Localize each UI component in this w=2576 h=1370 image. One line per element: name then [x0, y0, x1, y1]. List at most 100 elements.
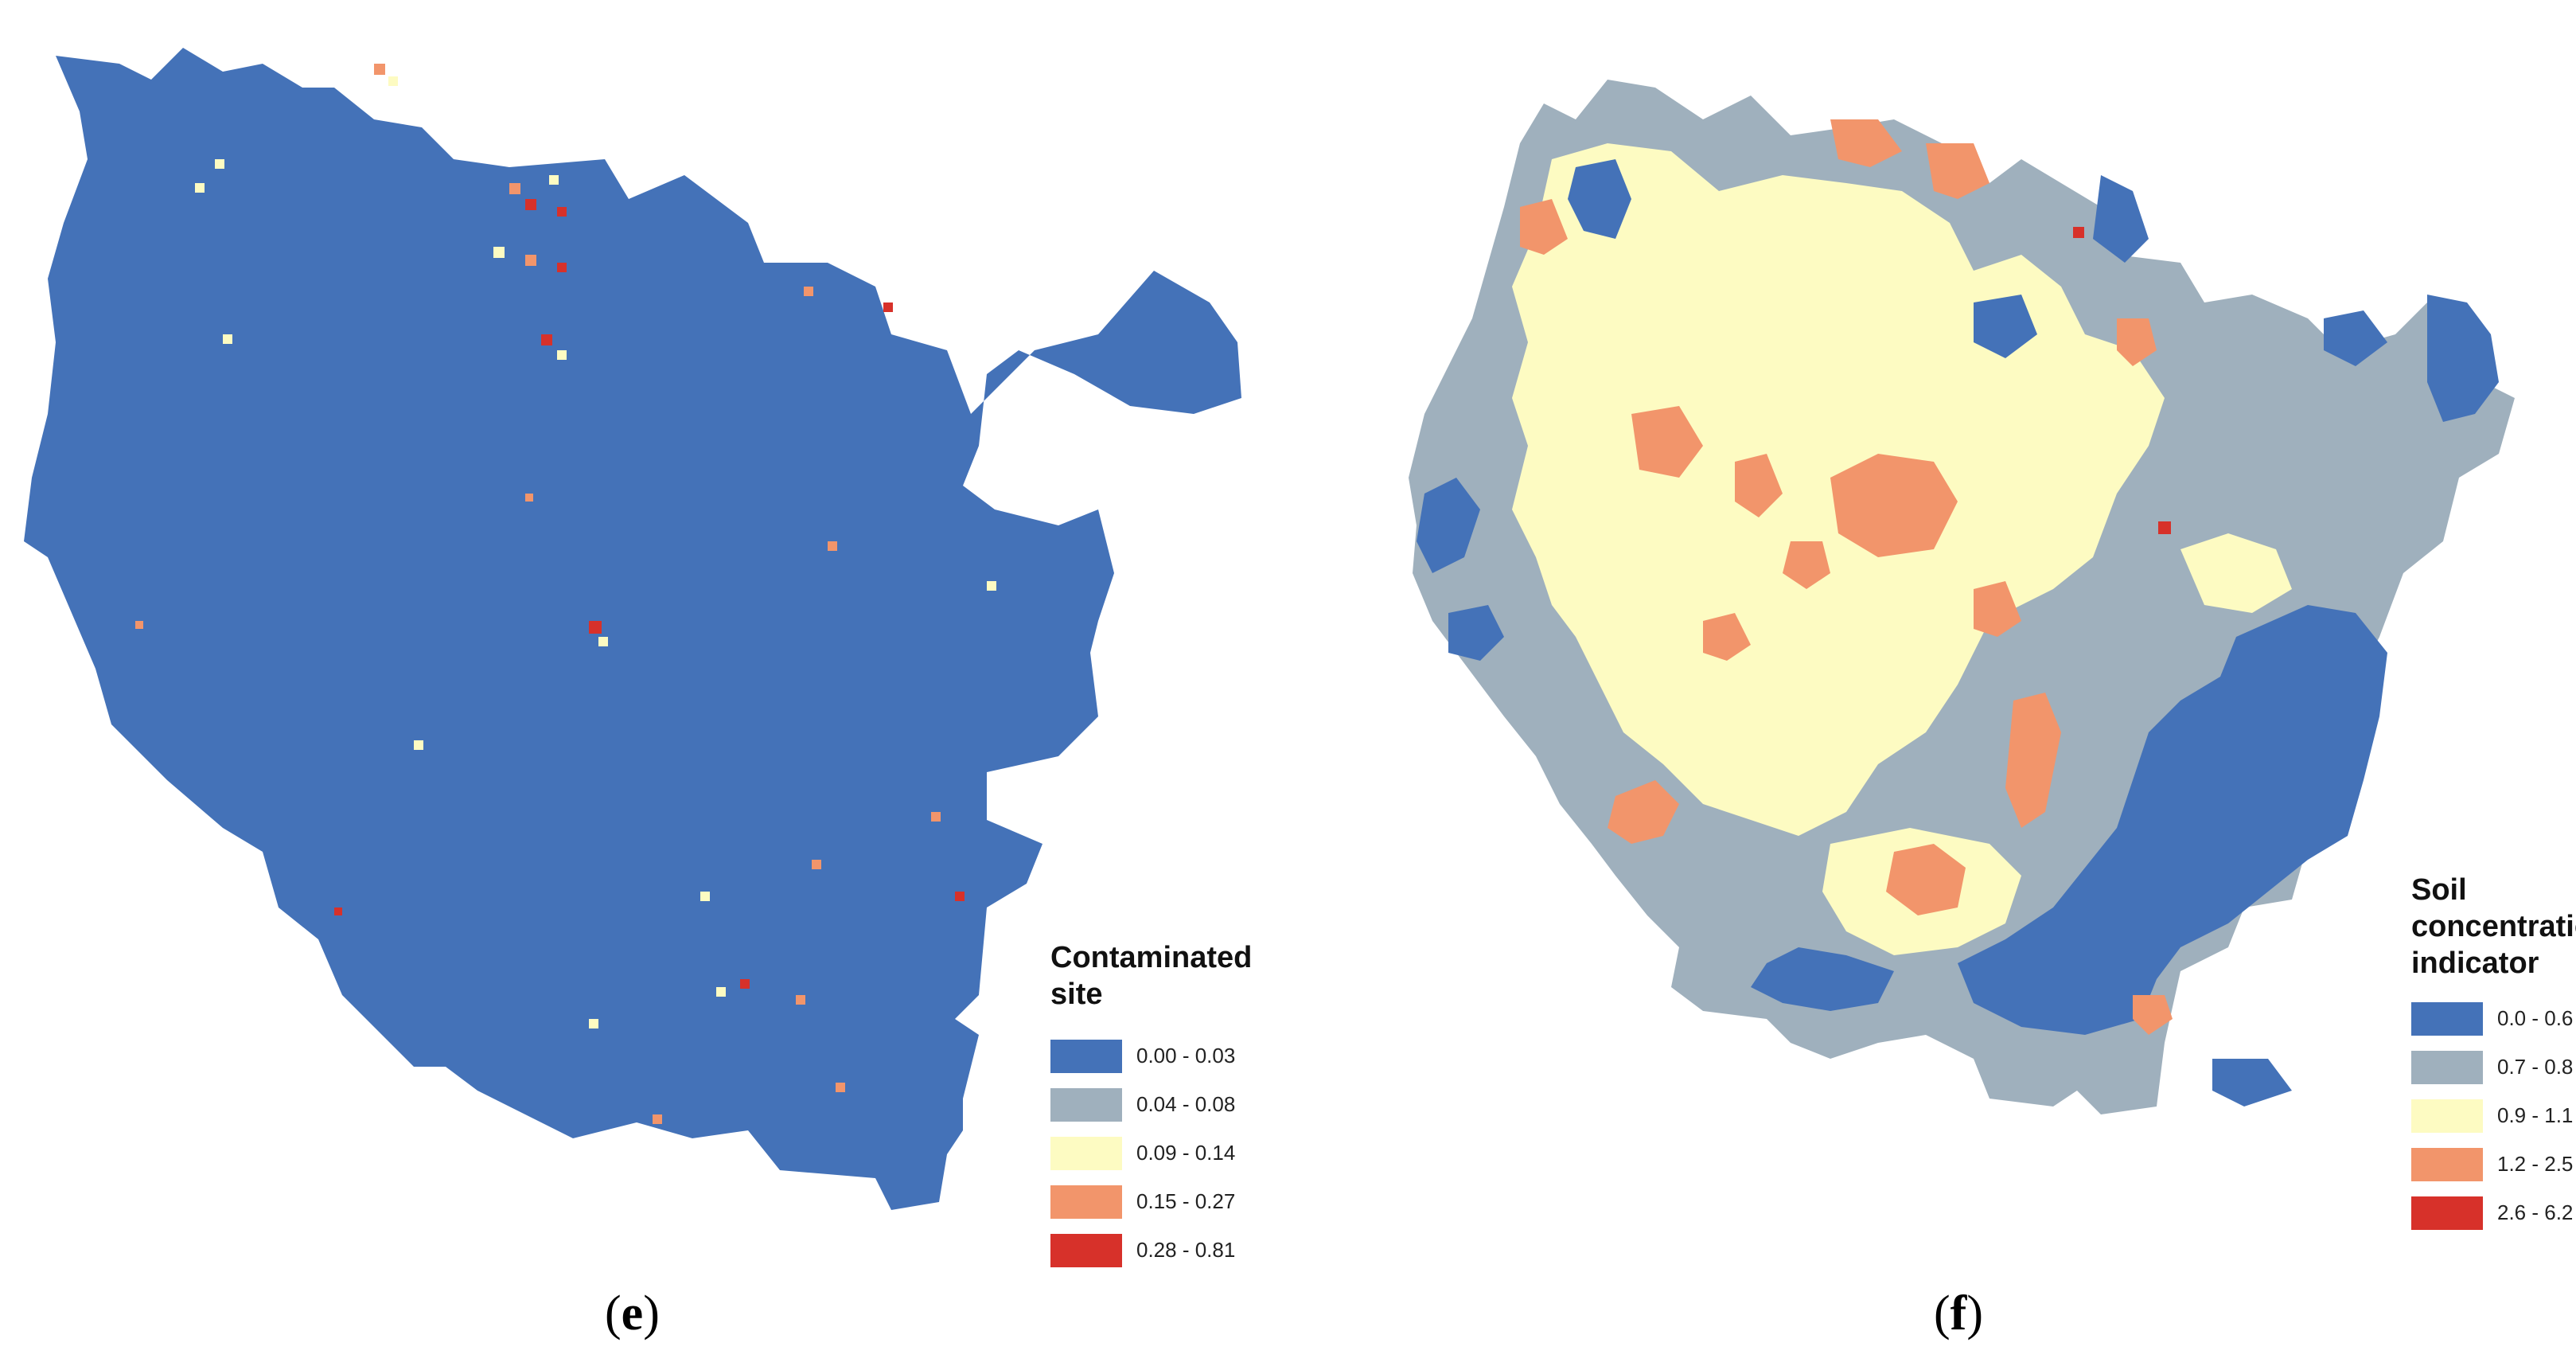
zone-class-1-2-2-5 — [2117, 318, 2157, 366]
hotspot — [987, 581, 996, 591]
caption-letter: f — [1950, 1286, 1967, 1341]
hotspots — [135, 64, 996, 1124]
zone-class-1-2-2-5 — [1974, 581, 2021, 637]
zone-class-0-0-0-6 — [1568, 159, 1631, 239]
legend-item: 0.0 - 0.6 — [2411, 994, 2576, 1043]
caption-f: (f) — [1934, 1286, 1983, 1342]
zone-class-0-9-1-1 — [2180, 533, 2292, 613]
legend-swatch — [2411, 1099, 2483, 1133]
hotspot — [525, 255, 536, 266]
hotspot — [557, 350, 567, 360]
hotspot — [589, 621, 602, 634]
zone-class-1-2-2-5 — [1886, 844, 1966, 915]
legend-label: 0.09 - 0.14 — [1136, 1141, 1236, 1165]
zone-class-1-2-2-5 — [1926, 143, 1989, 199]
legend-item: 0.28 - 0.81 — [1050, 1226, 1252, 1274]
hotspot — [812, 860, 821, 869]
legend-swatch — [2411, 1050, 2483, 1084]
hotspot — [557, 263, 567, 272]
legend-label: 0.7 - 0.8 — [2497, 1055, 2574, 1079]
hotspot — [836, 1083, 845, 1092]
zone-class-0-0-0-6 — [1448, 605, 1504, 661]
hotspot — [740, 979, 750, 989]
legend-soil-concentration: Soil concentration indicator 0.0 - 0.6 0… — [2411, 872, 2576, 1237]
zone-class-0-0-0-6 — [1417, 478, 1480, 573]
legend-item: 0.09 - 0.14 — [1050, 1129, 1252, 1177]
zone-class-1-2-2-5 — [1631, 406, 1703, 478]
zone-class-1-2-2-5 — [2005, 693, 2061, 828]
legend-label: 0.0 - 0.6 — [2497, 1006, 2574, 1030]
legend-item: 2.6 - 6.2 — [2411, 1189, 2576, 1237]
legend-swatch — [2411, 1196, 2483, 1230]
zone-class-1-2-2-5 — [1735, 454, 1783, 517]
hotspot — [653, 1114, 662, 1124]
legend-item: 0.9 - 1.1 — [2411, 1091, 2576, 1140]
caption-open: ( — [1934, 1286, 1951, 1341]
legend-swatch — [2411, 1001, 2483, 1036]
hotspot — [374, 64, 385, 75]
hotspot — [955, 892, 965, 901]
hotspot — [195, 183, 205, 193]
zone-class-0-0-0-6 — [2093, 175, 2149, 263]
legend-item: 0.04 - 0.08 — [1050, 1080, 1252, 1129]
hotspot — [557, 207, 567, 217]
zone-class-2-6-6-2 — [2073, 227, 2084, 238]
caption-letter: e — [621, 1286, 644, 1341]
zone-class-0-0-0-6 — [2324, 310, 2387, 366]
zone-class-0-0-0-6 — [1974, 295, 2037, 358]
legend-label: 0.15 - 0.27 — [1136, 1189, 1236, 1213]
hotspot — [388, 76, 398, 86]
zone-class-1-2-2-5 — [1830, 119, 1902, 167]
zone-class-0-0-0-6 — [1751, 947, 1894, 1011]
legend-item: 0.15 - 0.27 — [1050, 1177, 1252, 1226]
zone-class-0-0-0-6 — [2212, 1059, 2292, 1107]
legend-swatch — [1050, 1087, 1122, 1122]
zone-class-0-0-0-6 — [1958, 605, 2387, 1035]
legend-contaminated-site: Contaminated site 0.00 - 0.03 0.04 - 0.0… — [1050, 939, 1252, 1274]
caption-e: (e) — [605, 1286, 660, 1342]
zone-class-2-6-6-2 — [2158, 521, 2171, 534]
legend-label: 0.04 - 0.08 — [1136, 1092, 1236, 1116]
hotspot — [589, 1019, 598, 1028]
hotspot — [549, 175, 559, 185]
legend-item: 0.7 - 0.8 — [2411, 1043, 2576, 1091]
hotspot — [525, 494, 533, 502]
hotspot — [931, 812, 941, 822]
zone-class-1-2-2-5 — [1608, 780, 1679, 844]
legend-label: 0.00 - 0.03 — [1136, 1044, 1236, 1068]
panel-f: Soil concentration indicator 0.0 - 0.6 0… — [1273, 0, 2576, 1370]
zone-class-0-0-0-6 — [2427, 295, 2499, 422]
hotspot — [883, 302, 893, 312]
hotspot — [796, 995, 805, 1005]
panel-e: Contaminated site 0.00 - 0.03 0.04 - 0.0… — [0, 0, 1273, 1370]
hotspot — [223, 334, 232, 344]
hotspot — [334, 907, 342, 915]
legend-label: 2.6 - 6.2 — [2497, 1200, 2574, 1224]
legend-item: 0.00 - 0.03 — [1050, 1032, 1252, 1080]
hotspot — [804, 287, 813, 296]
legend-swatch — [1050, 1233, 1122, 1267]
legend-title: Contaminated site — [1050, 941, 1253, 1011]
legend-swatch — [1050, 1039, 1122, 1073]
hotspot — [414, 740, 423, 750]
hotspot — [716, 987, 726, 997]
map-contaminated-site — [24, 48, 1241, 1210]
legend-item: 1.2 - 2.5 — [2411, 1140, 2576, 1189]
legend-label: 0.28 - 0.81 — [1136, 1238, 1236, 1262]
zone-class-1-2-2-5 — [1703, 613, 1751, 661]
legend-swatch — [1050, 1185, 1122, 1219]
caption-open: ( — [605, 1286, 622, 1341]
hotspot — [135, 621, 143, 629]
legend-label: 1.2 - 2.5 — [2497, 1152, 2574, 1176]
caption-close: ) — [643, 1286, 660, 1341]
hotspot — [509, 183, 520, 194]
region-outline — [24, 48, 1241, 1210]
hotspot — [828, 541, 837, 551]
map-soil-concentration-indicator — [1409, 80, 2515, 1114]
legend-label: 0.9 - 1.1 — [2497, 1103, 2574, 1127]
zone-class-1-2-2-5 — [1520, 199, 1568, 255]
legend-swatch — [1050, 1136, 1122, 1170]
hotspot — [493, 247, 505, 258]
hotspot — [541, 334, 552, 345]
caption-close: ) — [1966, 1286, 1983, 1341]
